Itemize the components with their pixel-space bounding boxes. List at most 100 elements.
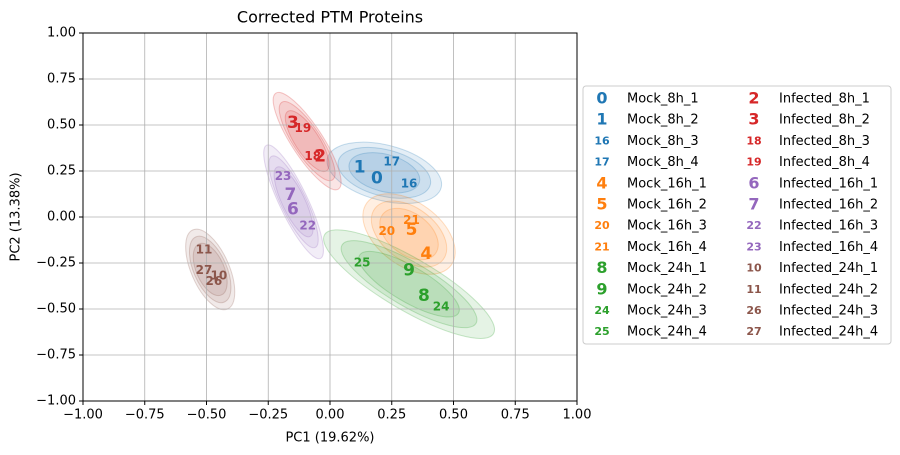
density-contours bbox=[185, 91, 496, 339]
point-marker: 5 bbox=[406, 220, 418, 240]
point-marker: 16 bbox=[401, 176, 418, 190]
point-marker: 18 bbox=[304, 149, 321, 163]
y-tick-label: −1.00 bbox=[36, 394, 76, 409]
point-marker: 2 bbox=[314, 146, 326, 166]
legend-marker: 26 bbox=[746, 304, 762, 317]
legend-label: Infected_16h_1 bbox=[779, 176, 878, 191]
legend-marker: 2 bbox=[748, 89, 759, 108]
legend-label: Infected_8h_1 bbox=[779, 92, 870, 107]
legend-marker: 7 bbox=[748, 195, 759, 214]
legend-marker: 10 bbox=[746, 262, 762, 275]
y-tick-label: 0.50 bbox=[47, 118, 76, 133]
point-marker: 7 bbox=[285, 185, 297, 205]
legend-label: Mock_8h_2 bbox=[627, 113, 699, 128]
point-marker: 19 bbox=[294, 121, 311, 135]
x-tick-label: −0.25 bbox=[248, 408, 288, 423]
legend-marker: 23 bbox=[746, 240, 761, 253]
point-marker: 10 bbox=[210, 268, 227, 282]
y-axis-label: PC2 (13.38%) bbox=[9, 172, 24, 261]
point-marker: 6 bbox=[287, 200, 299, 220]
density-contour bbox=[337, 146, 432, 199]
y-tick-label: 0.00 bbox=[47, 210, 76, 225]
point-marker: 24 bbox=[433, 300, 450, 314]
legend-label: Infected_24h_1 bbox=[779, 261, 878, 276]
legend-label: Infected_8h_2 bbox=[779, 113, 870, 128]
point-marker: 17 bbox=[383, 154, 400, 168]
chart-title: Corrected PTM Proteins bbox=[237, 8, 423, 27]
legend-marker: 20 bbox=[594, 219, 610, 232]
legend-label: Mock_16h_3 bbox=[627, 219, 707, 234]
point-marker: 0 bbox=[371, 168, 383, 188]
point-marker: 4 bbox=[420, 244, 432, 264]
legend-marker: 4 bbox=[596, 173, 607, 192]
legend-marker: 0 bbox=[596, 89, 607, 108]
legend-marker: 8 bbox=[596, 258, 607, 277]
x-tick-label: 0.50 bbox=[439, 408, 468, 423]
legend-label: Infected_8h_3 bbox=[779, 134, 870, 149]
plot-frame bbox=[82, 32, 578, 402]
density-contour bbox=[263, 144, 324, 260]
y-tick-label: −0.50 bbox=[36, 302, 76, 317]
legend-label: Infected_16h_2 bbox=[779, 198, 878, 213]
legend-label: Infected_16h_3 bbox=[779, 219, 878, 234]
x-tick-label: 0.25 bbox=[377, 408, 406, 423]
legend-label: Infected_24h_3 bbox=[779, 304, 878, 319]
legend-label: Mock_24h_1 bbox=[627, 261, 707, 276]
legend-label: Mock_24h_3 bbox=[627, 304, 707, 319]
legend-label: Infected_24h_2 bbox=[779, 282, 878, 297]
y-tick-label: 1.00 bbox=[47, 26, 76, 41]
x-tick-label: −1.00 bbox=[63, 408, 103, 423]
point-marker: 21 bbox=[403, 213, 420, 227]
legend-label: Mock_16h_4 bbox=[627, 240, 707, 255]
point-marker: 22 bbox=[299, 219, 316, 233]
y-tick-label: 0.75 bbox=[47, 72, 76, 87]
legend-marker: 11 bbox=[746, 283, 761, 296]
x-tick-label: 1.00 bbox=[563, 408, 592, 423]
point-marker: 8 bbox=[418, 286, 430, 306]
legend-marker: 5 bbox=[596, 195, 607, 214]
x-tick-label: −0.50 bbox=[187, 408, 227, 423]
legend-marker: 24 bbox=[594, 304, 610, 317]
x-tick-label: 0.00 bbox=[316, 408, 345, 423]
legend-box bbox=[582, 85, 892, 345]
x-tick-label: −0.75 bbox=[125, 408, 165, 423]
legend-label: Infected_24h_4 bbox=[779, 325, 878, 340]
legend-marker: 6 bbox=[748, 173, 759, 192]
density-contour bbox=[326, 141, 443, 204]
point-marker: 27 bbox=[196, 263, 213, 277]
legend-label: Mock_24h_2 bbox=[627, 282, 707, 297]
density-contour bbox=[323, 229, 496, 339]
point-marker: 25 bbox=[354, 256, 371, 270]
density-contour bbox=[192, 242, 228, 297]
legend-label: Mock_8h_4 bbox=[627, 155, 699, 170]
legend-marker: 1 bbox=[596, 110, 607, 129]
point-marker: 1 bbox=[354, 157, 366, 177]
legend-label: Mock_16h_2 bbox=[627, 198, 707, 213]
legend-label: Infected_8h_4 bbox=[779, 155, 870, 170]
density-contour bbox=[370, 200, 448, 268]
point-marker: 23 bbox=[275, 169, 292, 183]
legend-marker: 27 bbox=[746, 325, 761, 338]
y-tick-label: 0.25 bbox=[47, 164, 76, 179]
density-contour bbox=[273, 166, 314, 238]
density-contour bbox=[358, 250, 460, 318]
density-contour bbox=[268, 155, 319, 249]
point-marker: 3 bbox=[287, 113, 299, 133]
legend-label: Mock_8h_3 bbox=[627, 134, 699, 149]
legend-label: Infected_16h_4 bbox=[779, 240, 878, 255]
y-tick-label: −0.25 bbox=[36, 256, 76, 271]
legend-marker: 17 bbox=[594, 156, 609, 169]
density-contour bbox=[340, 240, 478, 329]
x-tick-label: 0.75 bbox=[501, 408, 530, 423]
legend-label: Mock_8h_1 bbox=[627, 92, 699, 107]
legend-marker: 22 bbox=[746, 219, 761, 232]
y-tick-label: −0.75 bbox=[36, 348, 76, 363]
density-contour bbox=[362, 193, 456, 275]
point-marker: 11 bbox=[196, 243, 213, 257]
legend-marker: 16 bbox=[594, 134, 610, 147]
legend-marker: 3 bbox=[748, 110, 759, 129]
plot-content bbox=[82, 32, 578, 402]
legend-marker: 9 bbox=[596, 279, 607, 298]
density-contour bbox=[272, 91, 342, 191]
